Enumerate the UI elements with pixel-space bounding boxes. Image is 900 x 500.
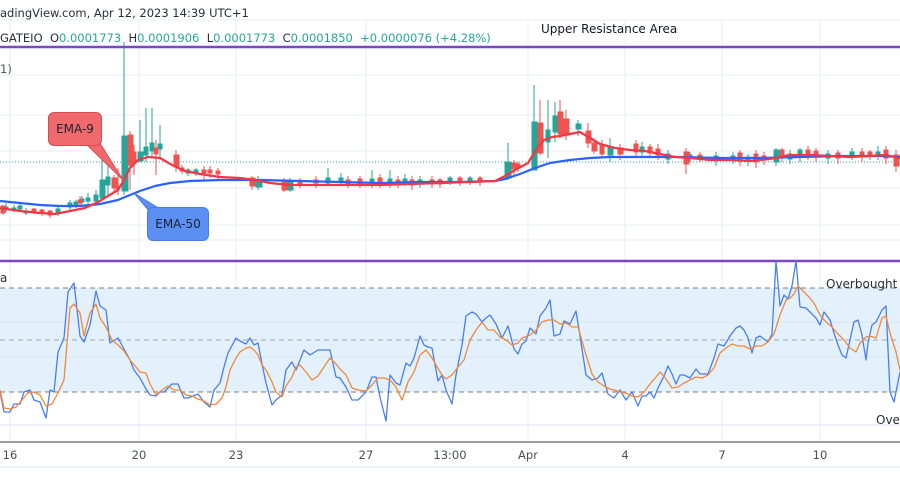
rsi-signal-line	[0, 285, 900, 410]
upper-resistance-label: Upper Resistance Area	[541, 22, 678, 36]
rsi-grid	[0, 321, 900, 426]
overbought-label: Overbought R	[826, 277, 900, 291]
chart-source-timestamp: adingView.com, Apr 12, 2023 14:39 UTC+1	[0, 6, 249, 20]
price-grid	[0, 19, 900, 241]
rsi-pane-label: a	[0, 271, 8, 285]
x-tick-apr: Apr	[518, 448, 538, 462]
x-tick-27: 27	[358, 448, 374, 462]
rsi-line	[0, 260, 900, 422]
ohlc-open: O0.0001773	[49, 31, 122, 45]
ohlc-high: H0.0001906	[128, 31, 200, 45]
ohlc-low: L0.0001773	[206, 31, 276, 45]
ema9-line	[0, 130, 900, 216]
ohlc-change: +0.0000076 (+4.28%)	[360, 31, 491, 45]
oversold-label: Over	[876, 413, 900, 427]
x-tick-16: 16	[2, 448, 18, 462]
x-tick-4: 4	[621, 448, 629, 462]
x-tick-1300: 13:00	[433, 448, 467, 462]
x-tick-23: 23	[228, 448, 244, 462]
indicator-legend-fragment: 1)	[0, 62, 12, 76]
ohlc-legend: GATEIO O0.0001773 H0.0001906 L0.0001773 …	[0, 31, 491, 45]
x-tick-10: 10	[812, 448, 828, 462]
ema50-callout[interactable]: EMA-50	[147, 207, 209, 241]
ohlc-close: C0.0001850	[282, 31, 353, 45]
symbol-label: GATEIO	[0, 31, 43, 45]
rsi-levels	[0, 287, 900, 393]
ema9-callout[interactable]: EMA-9	[48, 112, 102, 146]
x-tick-20: 20	[131, 448, 147, 462]
x-tick-7: 7	[718, 448, 726, 462]
